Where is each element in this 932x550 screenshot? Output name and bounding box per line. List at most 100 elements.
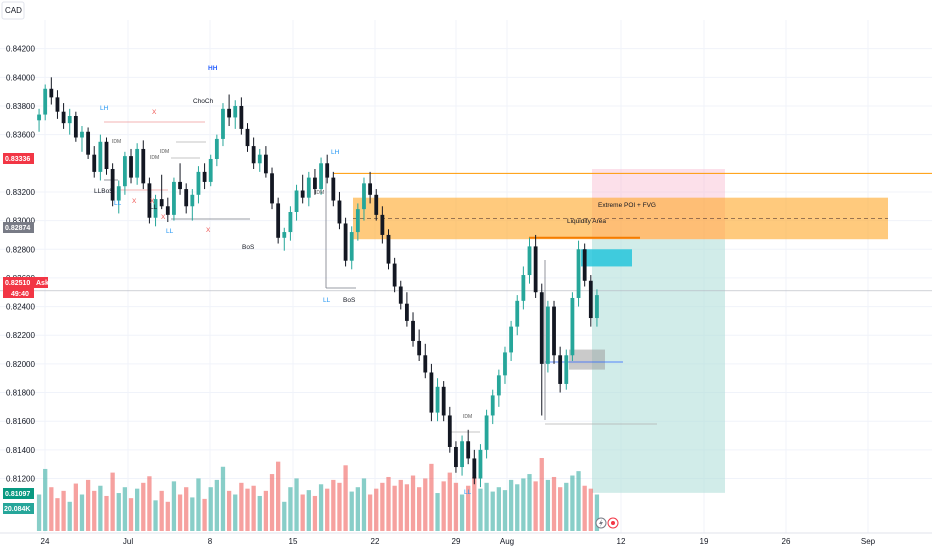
volume-bar: [318, 484, 324, 531]
volume-bar: [135, 488, 140, 531]
candle-body: [447, 415, 452, 447]
candle-body: [239, 105, 244, 129]
candle-body: [165, 206, 170, 215]
volume-bar: [141, 482, 146, 531]
volume-bar: [190, 497, 195, 531]
volume-bar: [282, 501, 287, 531]
price-tags: 0.83336 0.82874 0.82510 49:40 Ask 0.8109…: [3, 153, 49, 514]
volume-bar: [288, 487, 293, 531]
candle-body: [509, 326, 514, 353]
volume-bar: [196, 478, 201, 531]
y-tick-label: 0.84200: [6, 45, 35, 54]
candle-body: [349, 232, 354, 261]
candle-body: [67, 116, 72, 124]
volume-bar: [269, 474, 275, 531]
candle-body: [196, 171, 201, 195]
volume-bar: [521, 478, 526, 531]
volume-bar: [459, 494, 465, 531]
candle-body: [337, 200, 342, 224]
volume-bar: [233, 494, 238, 531]
candle-body: [104, 141, 109, 170]
tag-volume-text: 20.084K: [4, 506, 30, 513]
volume-bar: [177, 494, 183, 531]
volume-bar: [325, 488, 330, 531]
candle-body: [380, 214, 385, 235]
volume-bar: [564, 482, 569, 531]
volume-bars: [36, 458, 600, 531]
candle-body: [288, 212, 293, 233]
volume-bar: [294, 478, 299, 531]
volume-bar: [417, 487, 422, 531]
currency-label: CAD: [1, 1, 25, 20]
news-glyph: [611, 521, 615, 525]
volume-bar: [220, 466, 226, 531]
candle-body: [386, 234, 391, 264]
candle-body: [595, 295, 599, 319]
candle-body: [147, 183, 152, 218]
volume-bar: [576, 471, 581, 531]
volume-bar: [43, 468, 48, 531]
candle-body: [86, 131, 91, 155]
volume-bar: [110, 472, 115, 531]
volume-bar: [508, 479, 514, 531]
y-tick-label: 0.82200: [6, 331, 35, 340]
candle-body: [159, 199, 164, 207]
candle-body: [521, 275, 526, 301]
volume-bar: [276, 461, 281, 531]
tag-ask: [34, 277, 48, 288]
candle-body: [417, 340, 422, 356]
label-ll-2: LL: [150, 204, 158, 211]
volume-bar: [545, 479, 551, 531]
candle-body: [411, 320, 415, 341]
candle-body: [141, 148, 146, 184]
y-tick-label: 0.84000: [6, 73, 35, 82]
tag-countdown: [3, 288, 34, 298]
volume-bar: [208, 487, 213, 531]
event-icons[interactable]: [595, 517, 619, 529]
volume-bar: [423, 478, 428, 531]
label-x-3: X: [161, 214, 166, 221]
volume-bar: [380, 482, 385, 531]
volume-bar: [245, 488, 250, 531]
tag-liquidity: [3, 222, 34, 233]
candle-body: [460, 441, 464, 468]
candle-body: [214, 138, 219, 159]
volume-bar: [594, 494, 600, 531]
volume-bar: [404, 484, 410, 531]
candle-body: [257, 154, 262, 164]
label-hh: HH: [208, 65, 218, 72]
label-idm-2: IDM: [150, 155, 159, 161]
volume-bar: [79, 494, 85, 531]
annotations: HH ChoCh LH LH LLBoS LL LL LL LL LL BoS …: [94, 65, 656, 496]
candle-body: [251, 146, 256, 164]
candle-body: [582, 249, 587, 281]
x-tick-label: 12: [617, 537, 626, 546]
volume-bar: [447, 472, 452, 531]
x-tick-label: Sep: [861, 537, 876, 546]
y-tick-label: 0.81600: [6, 417, 35, 426]
volume-bar: [441, 481, 446, 531]
candle-body: [343, 223, 348, 261]
x-tick-label: Aug: [500, 537, 514, 546]
candle-body: [362, 183, 366, 210]
candle-body: [319, 163, 323, 190]
volume-bar: [61, 490, 66, 531]
candle-body: [43, 88, 48, 115]
volume-bar: [429, 463, 434, 531]
label-liquidity-area: Liquidity Area: [567, 218, 606, 225]
volume-bar: [251, 485, 256, 531]
y-tick-label: 0.83800: [6, 102, 35, 111]
candle-body: [466, 441, 471, 459]
flash-glyph: [599, 519, 603, 527]
candle-body: [404, 303, 409, 321]
label-choch: ChoCh: [193, 98, 214, 105]
volume-bar: [343, 465, 348, 531]
volume-bar: [515, 484, 520, 531]
candle-body: [539, 292, 544, 364]
candle-body: [490, 395, 495, 416]
volume-bar: [349, 491, 354, 531]
candle-body: [233, 105, 238, 118]
volume-bar: [184, 487, 189, 531]
take-profit-zone: [592, 239, 725, 493]
